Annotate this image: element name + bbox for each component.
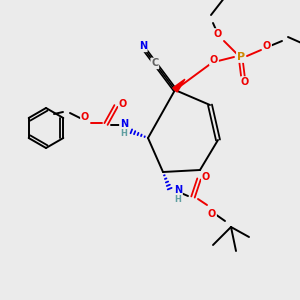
Text: N: N [174,185,182,195]
Text: O: O [119,99,127,109]
Text: O: O [210,55,218,65]
Text: P: P [237,52,245,62]
Text: O: O [202,172,210,182]
Text: H: H [175,194,182,203]
Text: O: O [263,41,271,51]
Text: O: O [241,77,249,87]
Text: O: O [81,112,89,122]
Text: O: O [214,29,222,39]
Text: O: O [208,209,216,219]
Polygon shape [173,79,185,92]
Text: N: N [139,41,147,51]
Text: N: N [120,119,128,129]
Text: H: H [121,130,128,139]
Text: C: C [151,58,158,68]
